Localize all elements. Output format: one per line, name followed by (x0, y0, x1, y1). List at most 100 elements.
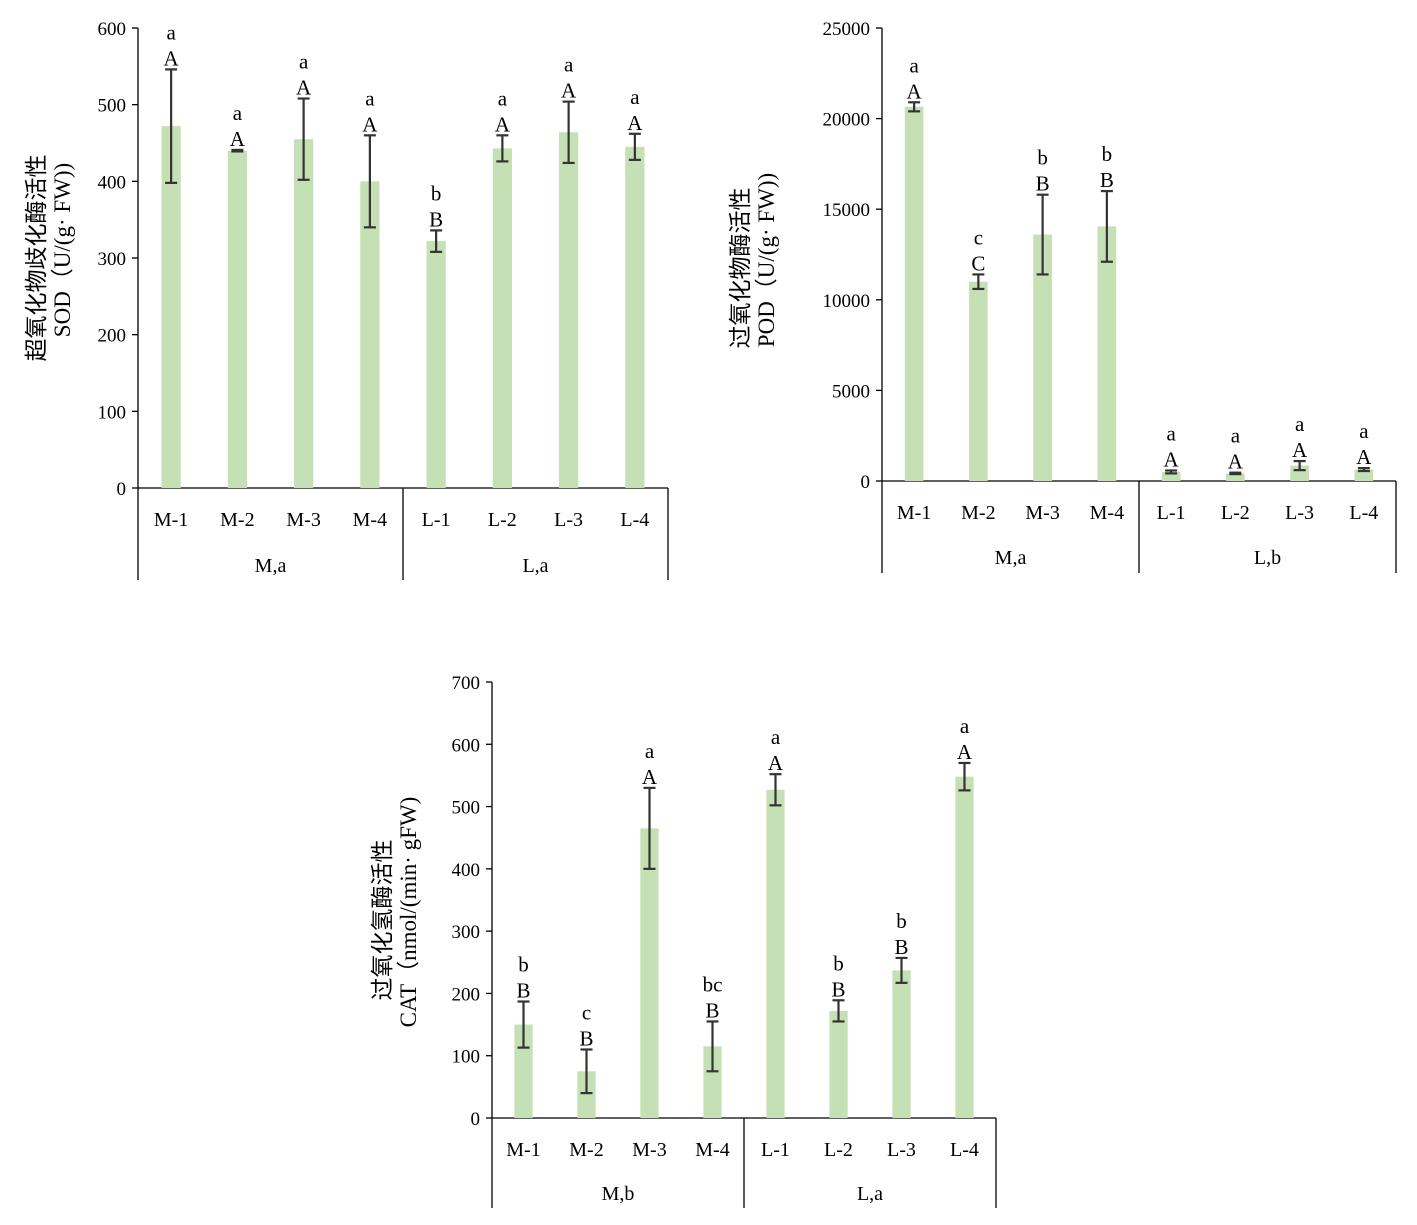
category-label: M-4 (353, 509, 387, 531)
significance-lower-label: b (896, 909, 907, 933)
significance-lower-label: b (431, 181, 442, 205)
significance-lower-label: a (498, 86, 508, 110)
category-label: M-1 (154, 509, 188, 531)
category-label: M-2 (569, 1139, 603, 1161)
bar (577, 1071, 596, 1118)
y-tick-label: 20000 (823, 110, 871, 131)
significance-upper-label: A (627, 111, 643, 135)
category-label: M-4 (1090, 502, 1124, 524)
y-tick-label: 600 (98, 19, 127, 40)
significance-upper-label: B (1036, 172, 1050, 196)
y-tick-label: 600 (452, 735, 481, 756)
significance-upper-label: A (642, 765, 658, 789)
category-label: M-2 (220, 509, 254, 531)
significance-lower-label: a (771, 725, 781, 749)
significance-upper-label: A (957, 740, 973, 764)
bar (492, 148, 512, 488)
group-label: M,a (995, 547, 1027, 569)
y-tick-label: 500 (98, 96, 127, 117)
error-bar (496, 134, 509, 163)
bar (1097, 226, 1117, 481)
category-label: M-3 (632, 1139, 666, 1161)
significance-upper-label: B (705, 998, 719, 1022)
significance-lower-label: a (1295, 412, 1305, 436)
error-bar (580, 1048, 593, 1095)
significance-lower-label: a (564, 53, 574, 77)
significance-lower-label: b (833, 951, 844, 975)
error-bar (1357, 467, 1370, 473)
significance-lower-label: b (518, 953, 529, 977)
significance-lower-label: a (365, 86, 375, 110)
group-label: M,a (255, 555, 287, 577)
error-bar (297, 97, 310, 181)
group-label: L,b (1254, 547, 1281, 569)
category-label: L-2 (1221, 502, 1250, 524)
significance-lower-label: b (1037, 146, 1048, 170)
category-label: L-2 (488, 509, 517, 531)
bar (904, 106, 924, 482)
error-bar (562, 100, 575, 165)
significance-lower-label: a (1166, 421, 1176, 445)
error-bar (430, 229, 443, 253)
significance-lower-label: b (1102, 142, 1113, 166)
significance-lower-label: a (1231, 424, 1241, 448)
error-bar (832, 999, 845, 1023)
bar (227, 150, 247, 488)
significance-upper-label: A (1356, 445, 1372, 469)
category-label: M-4 (695, 1139, 729, 1161)
y-tick-label: 500 (452, 798, 481, 819)
y-tick-label: 25000 (823, 19, 871, 40)
error-bar (363, 134, 376, 229)
significance-upper-label: A (362, 112, 378, 136)
category-label: L-4 (950, 1139, 979, 1161)
significance-lower-label: a (630, 85, 640, 109)
y-axis-label-cn: 超氧化物歧化酶活性 (24, 155, 49, 362)
significance-upper-label: A (561, 79, 577, 103)
bar (955, 776, 974, 1118)
significance-lower-label: bc (703, 972, 723, 996)
error-bar (517, 1000, 530, 1049)
category-label: M-2 (961, 502, 995, 524)
y-tick-label: 200 (452, 984, 481, 1005)
error-bar (1165, 469, 1178, 475)
error-bar (1100, 189, 1113, 263)
group-label: L,a (857, 1183, 883, 1205)
significance-upper-label: B (579, 1026, 593, 1050)
significance-upper-label: A (1164, 447, 1180, 471)
significance-upper-label: B (831, 977, 845, 1001)
significance-lower-label: a (233, 101, 243, 125)
bar (640, 828, 659, 1118)
y-tick-label: 700 (452, 673, 481, 694)
significance-upper-label: B (894, 935, 908, 959)
chart-2: 0 5000 10000 15000 20000 25000 M,a L,b Aa M-1 Cc M-… (728, 19, 1397, 573)
significance-lower-label: a (645, 739, 655, 763)
significance-lower-label: c (582, 1000, 591, 1024)
error-bar (1293, 459, 1306, 472)
significance-upper-label: C (971, 251, 985, 275)
bar (969, 281, 988, 481)
y-tick-label: 0 (471, 1109, 481, 1130)
error-bar (1229, 471, 1242, 476)
category-label: L-4 (1349, 502, 1378, 524)
y-tick-label: 100 (98, 402, 127, 423)
significance-upper-label: B (516, 979, 530, 1003)
y-tick-label: 0 (117, 479, 127, 500)
significance-upper-label: A (1292, 438, 1308, 462)
y-tick-label: 400 (98, 172, 127, 193)
y-tick-label: 100 (452, 1047, 481, 1068)
y-tick-label: 15000 (823, 200, 871, 221)
significance-lower-label: a (909, 53, 919, 77)
category-label: L-1 (422, 509, 451, 531)
y-axis-label-cn: 过氧化物酶活性 (728, 188, 753, 349)
bar (161, 126, 181, 488)
y-tick-label: 400 (452, 860, 481, 881)
bar (1226, 473, 1245, 481)
significance-lower-label: c (974, 225, 983, 249)
chart-3: 0 100 200 300 400 500 600 700 M,b L,a Bb M-1 Bc M-2 Aa… (370, 673, 997, 1208)
bar (1033, 234, 1052, 481)
group-label: L,a (522, 555, 548, 577)
category-label: M-3 (286, 509, 320, 531)
y-tick-label: 10000 (823, 291, 871, 312)
significance-upper-label: A (1228, 450, 1244, 474)
error-bar (895, 956, 908, 984)
